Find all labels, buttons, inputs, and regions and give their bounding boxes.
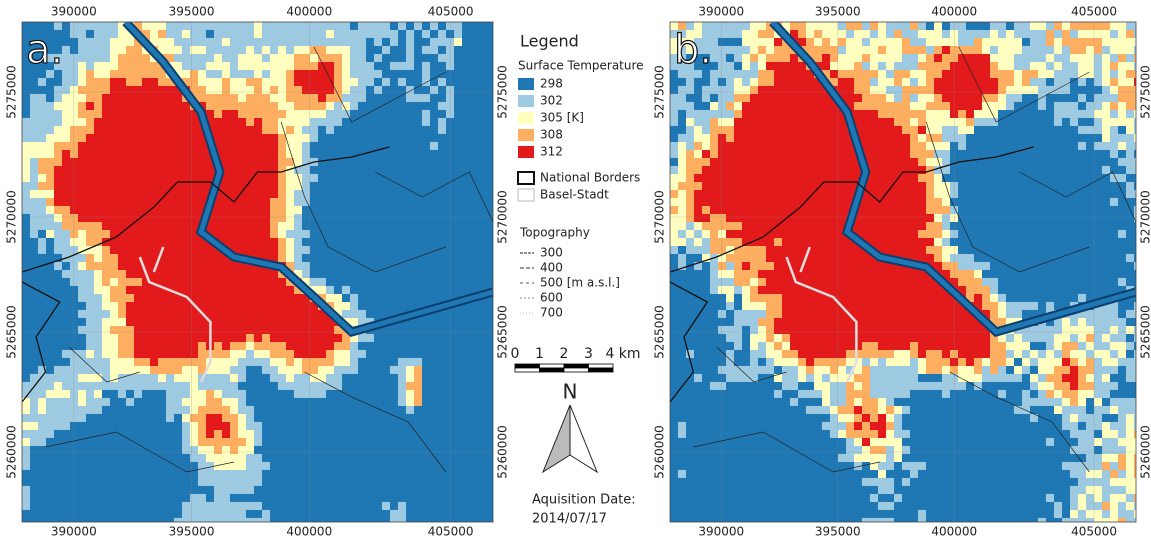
y-coord-label: 5260000 (496, 425, 510, 478)
scale-label: 0 (511, 346, 520, 362)
scale-segment (589, 368, 614, 372)
y-coord-label: 5275000 (5, 65, 19, 118)
y-coord-label: 5260000 (5, 425, 19, 478)
temperature-title: Surface Temperature (518, 59, 644, 73)
scale-segment (515, 364, 540, 368)
x-coord-label: 395000 (169, 525, 215, 539)
scale-segment (564, 364, 589, 368)
panel-label: a. (26, 27, 63, 73)
legend-label: 600 (540, 291, 563, 305)
north-label: N (563, 380, 578, 404)
scale-segment (515, 368, 540, 372)
legend-title: Legend (520, 32, 579, 51)
x-coord-label: 405000 (1071, 5, 1117, 19)
x-coord-label: 400000 (931, 5, 977, 19)
legend-label: 700 (540, 306, 563, 320)
legend-label: 500 [m a.s.l.] (540, 276, 620, 290)
figure: Legend Surface Temperature Topography N … (0, 0, 1151, 542)
legend-swatch (518, 95, 534, 107)
north-arrow: N (543, 380, 597, 473)
y-coord-label: 5270000 (1139, 190, 1151, 243)
scale-label: 3 (584, 346, 593, 362)
x-coord-label: 400000 (931, 525, 977, 539)
legend-label: 305 [K] (540, 111, 584, 125)
x-coord-label: 390000 (698, 5, 744, 19)
scale-label: 1 (535, 346, 544, 362)
scale-segment (540, 364, 565, 368)
legend-swatch (518, 78, 534, 90)
legend-label: 302 (540, 94, 563, 108)
map-panel (670, 22, 1142, 526)
arrow-right (570, 405, 597, 472)
legend-swatch (518, 112, 534, 124)
x-coord-label: 405000 (428, 525, 474, 539)
y-coord-label: 5265000 (653, 305, 667, 358)
acquisition-date: 2014/07/17 (532, 512, 607, 527)
scale-label: 2 (560, 346, 569, 362)
legend-label: 308 (540, 128, 563, 142)
scale-segment (564, 368, 589, 372)
y-coord-label: 5265000 (5, 305, 19, 358)
legend-label: 300 (540, 246, 563, 260)
x-coord-label: 400000 (286, 5, 332, 19)
acquisition-label: Aquisition Date: (532, 493, 636, 508)
x-coord-label: 405000 (1071, 525, 1117, 539)
y-coord-label: 5275000 (653, 65, 667, 118)
legend-label: 400 (540, 261, 563, 275)
legend: Legend Surface Temperature Topography N … (511, 32, 644, 527)
y-coord-label: 5270000 (653, 190, 667, 243)
scale-segment (589, 364, 614, 368)
x-coord-label: 405000 (428, 5, 474, 19)
panel-label: b. (674, 27, 712, 73)
legend-swatch (518, 129, 534, 141)
y-coord-label: 5270000 (496, 190, 510, 243)
x-coord-label: 395000 (815, 525, 861, 539)
arrow-left (543, 405, 570, 472)
y-coord-label: 5260000 (1139, 425, 1151, 478)
legend-label: Basel-Stadt (540, 188, 609, 202)
legend-swatch (518, 189, 534, 201)
y-coord-label: 5275000 (496, 65, 510, 118)
y-coord-label: 5265000 (1139, 305, 1151, 358)
x-coord-label: 395000 (815, 5, 861, 19)
legend-label: 312 (540, 145, 563, 159)
legend-label: 298 (540, 77, 563, 91)
scale-segment (540, 368, 565, 372)
topography-title: Topography (519, 226, 590, 240)
y-coord-label: 5260000 (653, 425, 667, 478)
scale-label: 4 km (605, 346, 640, 362)
legend-label: National Borders (540, 171, 640, 185)
legend-swatch (518, 146, 534, 158)
map-panel (22, 22, 494, 526)
y-coord-label: 5275000 (1139, 65, 1151, 118)
x-coord-label: 390000 (698, 525, 744, 539)
x-coord-label: 400000 (286, 525, 332, 539)
y-coord-label: 5270000 (5, 190, 19, 243)
y-coord-label: 5265000 (496, 305, 510, 358)
legend-swatch (518, 172, 534, 184)
x-coord-label: 390000 (51, 5, 97, 19)
x-coord-label: 395000 (169, 5, 215, 19)
x-coord-label: 390000 (51, 525, 97, 539)
